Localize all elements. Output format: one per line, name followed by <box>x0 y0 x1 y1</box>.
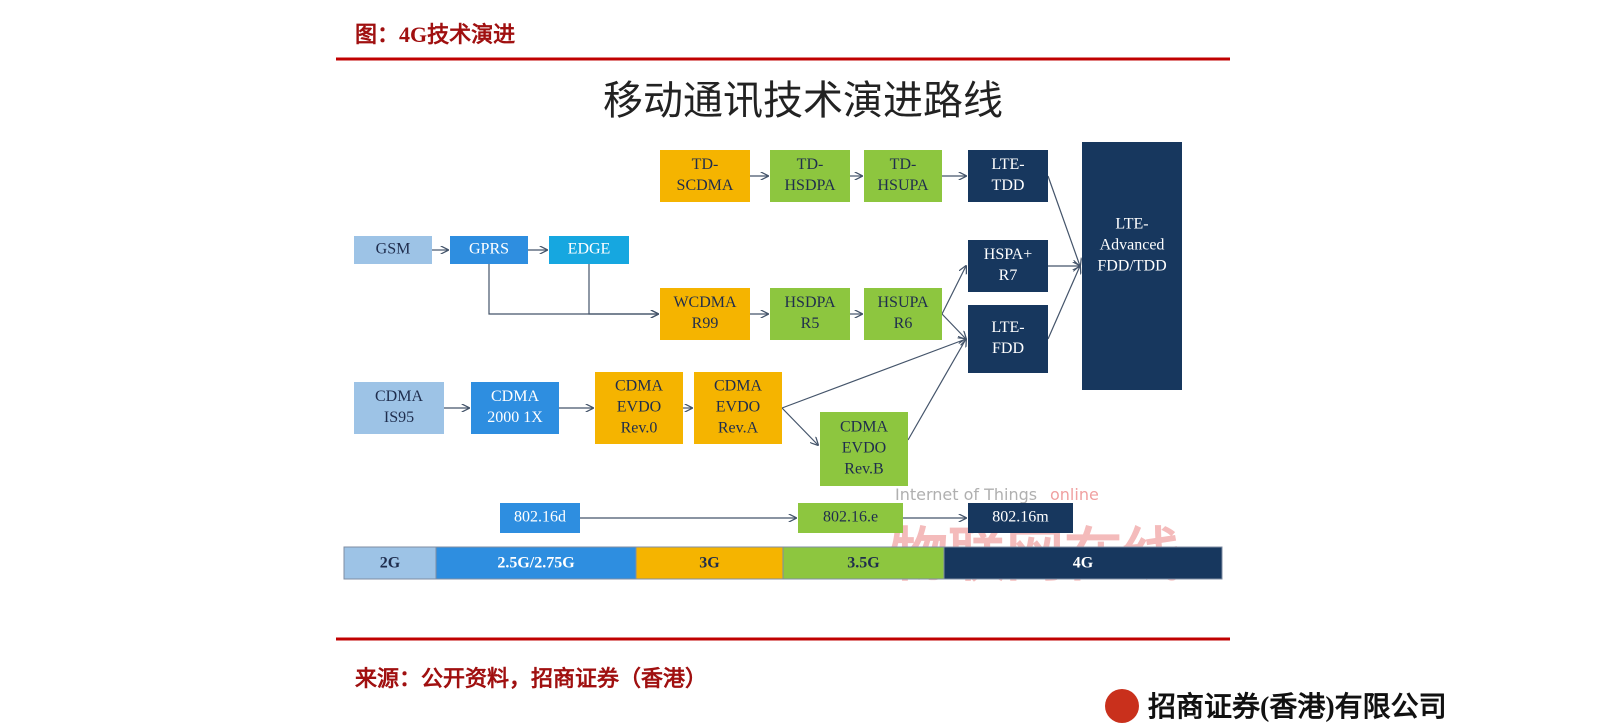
arrow <box>941 313 966 339</box>
node-label: HSUPA <box>878 294 929 311</box>
node-box <box>595 372 683 444</box>
node-box <box>1082 142 1182 390</box>
company-name: 招商证券(香港)有限公司 <box>1148 691 1447 723</box>
generation-segment <box>343 546 437 580</box>
watermark-text: online <box>1050 485 1099 504</box>
node-label: IS95 <box>384 409 414 426</box>
node-label: Rev.0 <box>621 420 658 437</box>
node-label: LTE- <box>991 156 1024 173</box>
node-label: 802.16m <box>992 509 1049 526</box>
node-box <box>798 503 903 533</box>
node-label: LTE- <box>1115 216 1148 233</box>
node-label: 802.16.e <box>823 509 878 526</box>
node-label: HSPA+ <box>984 246 1032 263</box>
node-label: 2000 1X <box>487 409 543 426</box>
node-label: HSUPA <box>878 177 929 194</box>
node-label: CDMA <box>840 419 888 436</box>
node-label: TDD <box>992 177 1025 194</box>
node-label: TD- <box>797 156 824 173</box>
generation-label: 3.5G <box>847 555 880 572</box>
node-box <box>864 288 942 340</box>
node-label: HSDPA <box>785 177 836 194</box>
node-label: 802.16d <box>514 509 566 526</box>
node-box <box>354 236 432 264</box>
node-box <box>770 288 850 340</box>
node-box <box>450 236 528 264</box>
node-label: TD- <box>692 156 719 173</box>
generation-bar: 2G 2.5G/2.75G 3G 3.5G 4G <box>343 546 1223 580</box>
node-label: CDMA <box>714 378 762 395</box>
generation-segment <box>635 546 784 580</box>
generation-segment <box>782 546 945 580</box>
node-box <box>968 240 1048 292</box>
generation-label: 4G <box>1073 555 1094 572</box>
source: 来源：公开资料，招商证券（香港） <box>354 666 707 691</box>
node-box <box>770 150 850 202</box>
node-label: GPRS <box>469 241 509 258</box>
node-label: Rev.A <box>718 420 759 437</box>
node-label: CDMA <box>375 388 423 405</box>
node-label: HSDPA <box>785 294 836 311</box>
arrow <box>941 266 966 315</box>
node-label: Rev.B <box>844 461 883 478</box>
watermark-text: Internet of Things <box>895 485 1037 504</box>
node-label: FDD/TDD <box>1097 258 1166 275</box>
node-label: LTE- <box>991 319 1024 336</box>
generation-label: 3G <box>699 555 720 572</box>
node-box <box>354 382 444 434</box>
node-label: EDGE <box>568 241 611 258</box>
node-label: R99 <box>692 315 719 332</box>
generation-segment <box>943 546 1223 580</box>
node-label: R6 <box>894 315 913 332</box>
logo-icon <box>1105 689 1139 723</box>
arrow <box>781 407 818 445</box>
node-box <box>694 372 782 444</box>
node-label: Advanced <box>1100 237 1165 254</box>
node-label: CDMA <box>615 378 663 395</box>
arrow <box>1047 266 1080 340</box>
diagram-title: 移动通讯技术演进路线 <box>603 78 1003 124</box>
node-box <box>968 305 1048 373</box>
node-label: EVDO <box>617 399 661 416</box>
arrow <box>781 339 966 409</box>
node-label: WCDMA <box>673 294 737 311</box>
node-label: R5 <box>801 315 820 332</box>
node-label: CDMA <box>491 388 539 405</box>
node-box <box>968 503 1073 533</box>
node-label: GSM <box>376 241 411 258</box>
arrows <box>432 176 1080 518</box>
node-box <box>660 150 750 202</box>
node-box <box>471 382 559 434</box>
node-box <box>500 503 580 533</box>
arrow <box>1047 175 1080 266</box>
node-box <box>660 288 750 340</box>
node-box <box>549 236 629 264</box>
node-box <box>820 412 908 486</box>
node-label: EVDO <box>842 440 886 457</box>
node-label: R7 <box>999 267 1018 284</box>
node-box <box>864 150 942 202</box>
arrow <box>907 339 966 441</box>
arrow <box>488 264 658 314</box>
generation-segment <box>435 546 637 580</box>
nodes: TD- SCDMA TD- HSDPA TD- HSUPA LTE- TDD LTE- Advan… <box>354 142 1182 533</box>
node-box <box>968 150 1048 202</box>
node-label: TD- <box>890 156 917 173</box>
arrow <box>588 264 658 314</box>
node-label: EVDO <box>716 399 760 416</box>
node-label: FDD <box>992 340 1024 357</box>
generation-label: 2.5G/2.75G <box>497 555 575 572</box>
generation-label: 2G <box>380 555 401 572</box>
figure-title: 图：4G技术演进 <box>355 22 515 47</box>
node-label: SCDMA <box>677 177 734 194</box>
